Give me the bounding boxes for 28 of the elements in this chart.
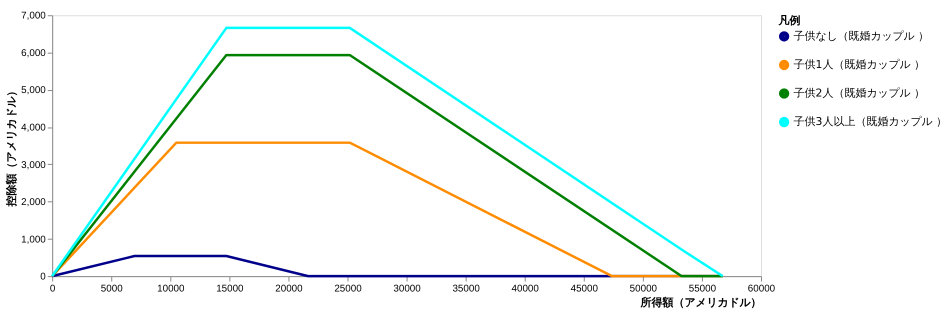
legend-label: 子供2人（既婚カップル ） [793,86,925,100]
x-tick-label: 55000 [688,283,717,294]
y-tick-label: 5,000 [21,85,46,96]
y-tick-label: 6,000 [21,48,46,59]
y-tick-label: 7,000 [21,10,46,22]
y-tick-label: 3,000 [21,160,46,171]
legend-title: 凡例 [778,14,801,28]
x-tick-label: 15000 [216,283,244,294]
x-tick-label: 10000 [157,283,185,294]
x-tick-label: 60000 [748,283,776,294]
y-tick-label: 4,000 [21,122,46,134]
y-axis-title: 控除額（アメリカドル） [5,86,18,208]
x-tick-label: 30000 [393,283,422,294]
x-tick-label: 35000 [452,283,480,294]
x-tick-label: 0 [50,283,56,294]
legend-label: 子供3人以上（既婚カップル ） [793,115,947,128]
x-tick-label: 20000 [275,283,304,294]
y-tick-label: 0 [40,272,46,283]
legend-label: 子供なし（既婚カップル ） [793,29,929,42]
x-tick-label: 25000 [334,283,362,294]
x-tick-label: 50000 [630,283,658,294]
x-tick-label: 40000 [512,283,540,294]
legend-label: 子供1人（既婚カップル ） [793,58,925,71]
x-tick-label: 5000 [100,283,124,294]
y-tick-label: 2,000 [21,197,46,208]
y-tick-label: 1,000 [21,234,46,246]
x-tick-label: 45000 [570,283,598,294]
x-axis-title: 所得額（アメリカドル） [639,296,762,310]
